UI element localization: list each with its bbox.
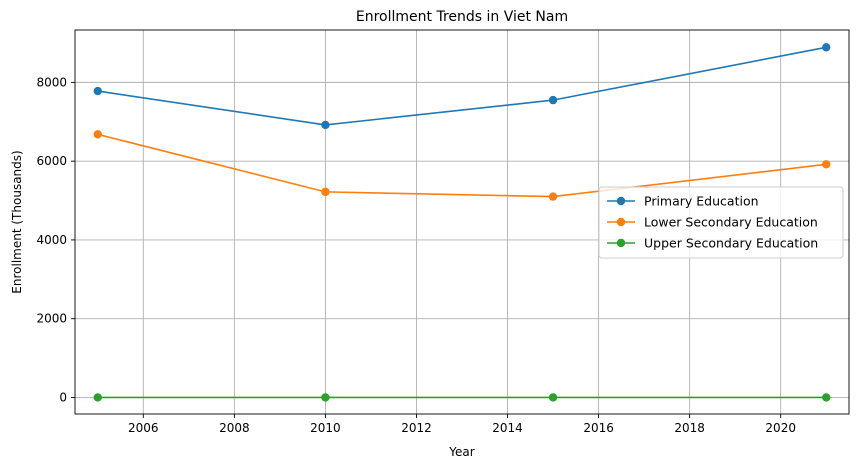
data-point <box>321 393 330 402</box>
legend-label: Primary Education <box>644 194 759 209</box>
legend-label: Upper Secondary Education <box>644 236 818 251</box>
y-tick-label: 2000 <box>36 312 67 326</box>
x-tick-label: 2008 <box>219 421 250 435</box>
series-3 <box>93 393 831 402</box>
data-point <box>548 95 558 105</box>
legend-box <box>598 186 844 259</box>
x-axis-label: Year <box>448 445 474 459</box>
legend-label: Lower Secondary Education <box>644 215 818 230</box>
series-line <box>97 46 827 126</box>
y-tick-label: 6000 <box>36 154 67 168</box>
x-tick-label: 2014 <box>492 421 523 435</box>
y-tick-label: 0 <box>59 390 67 404</box>
x-axis-ticks: 2006 2008 2010 2012 2014 2016 2018 2020 <box>128 414 796 435</box>
x-tick-label: 2018 <box>674 421 705 435</box>
x-tick-label: 2016 <box>583 421 614 435</box>
y-tick-label: 4000 <box>36 233 67 247</box>
legend-swatch-marker <box>616 238 626 248</box>
x-tick-label: 2010 <box>310 421 341 435</box>
legend-swatch-marker <box>616 196 626 206</box>
x-tick-label: 2020 <box>765 421 796 435</box>
legend-item: Primary Education <box>607 194 759 209</box>
legend-item: Upper Secondary Education <box>607 236 818 251</box>
legend-swatch-marker <box>616 217 626 227</box>
data-point <box>548 393 558 402</box>
chart-title: Enrollment Trends in Viet Nam <box>356 9 568 25</box>
data-point <box>93 130 102 139</box>
data-point <box>548 192 558 201</box>
series-2 <box>93 130 831 201</box>
data-point <box>321 120 330 130</box>
series-group <box>93 43 831 402</box>
y-axis-ticks: 0 2000 4000 6000 8000 <box>36 75 75 404</box>
data-point <box>93 393 102 402</box>
data-point <box>822 43 831 52</box>
data-point <box>822 393 831 402</box>
y-axis-label: Enrollment (Thousands) <box>10 150 24 293</box>
legend: Primary Education Lower Secondary Educati… <box>598 186 844 259</box>
data-point <box>93 86 102 96</box>
series-line <box>97 133 827 198</box>
legend-item: Lower Secondary Education <box>607 215 818 230</box>
y-tick-label: 8000 <box>36 75 67 89</box>
series-1 <box>93 43 831 130</box>
x-tick-label: 2012 <box>401 421 432 435</box>
x-tick-label: 2006 <box>128 421 159 435</box>
data-point <box>822 160 831 169</box>
plot-frame <box>74 29 850 415</box>
data-point <box>321 187 330 197</box>
